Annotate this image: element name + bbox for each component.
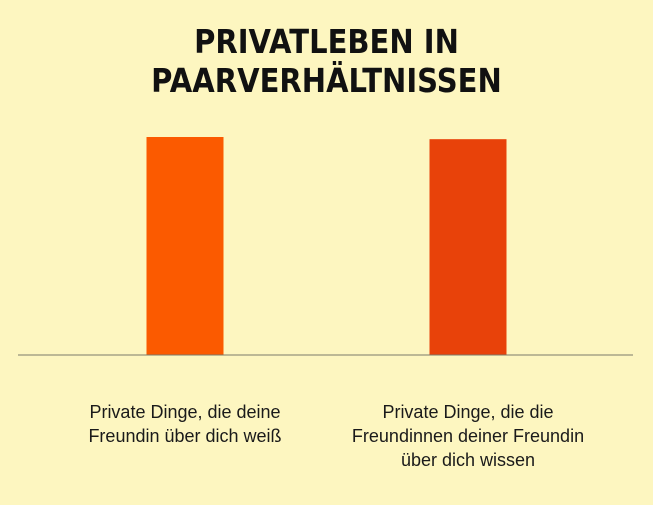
category-label: Private Dinge, die deine Freundin über d… xyxy=(88,402,282,446)
bar-group xyxy=(146,137,507,355)
bar-1 xyxy=(146,137,224,355)
bar-2 xyxy=(429,139,507,355)
chart-title: PRIVATLEBEN IN PAARVERHÄLTNISSEN xyxy=(151,22,502,100)
category-label: Private Dinge, die die Freundinnen deine… xyxy=(351,402,585,470)
